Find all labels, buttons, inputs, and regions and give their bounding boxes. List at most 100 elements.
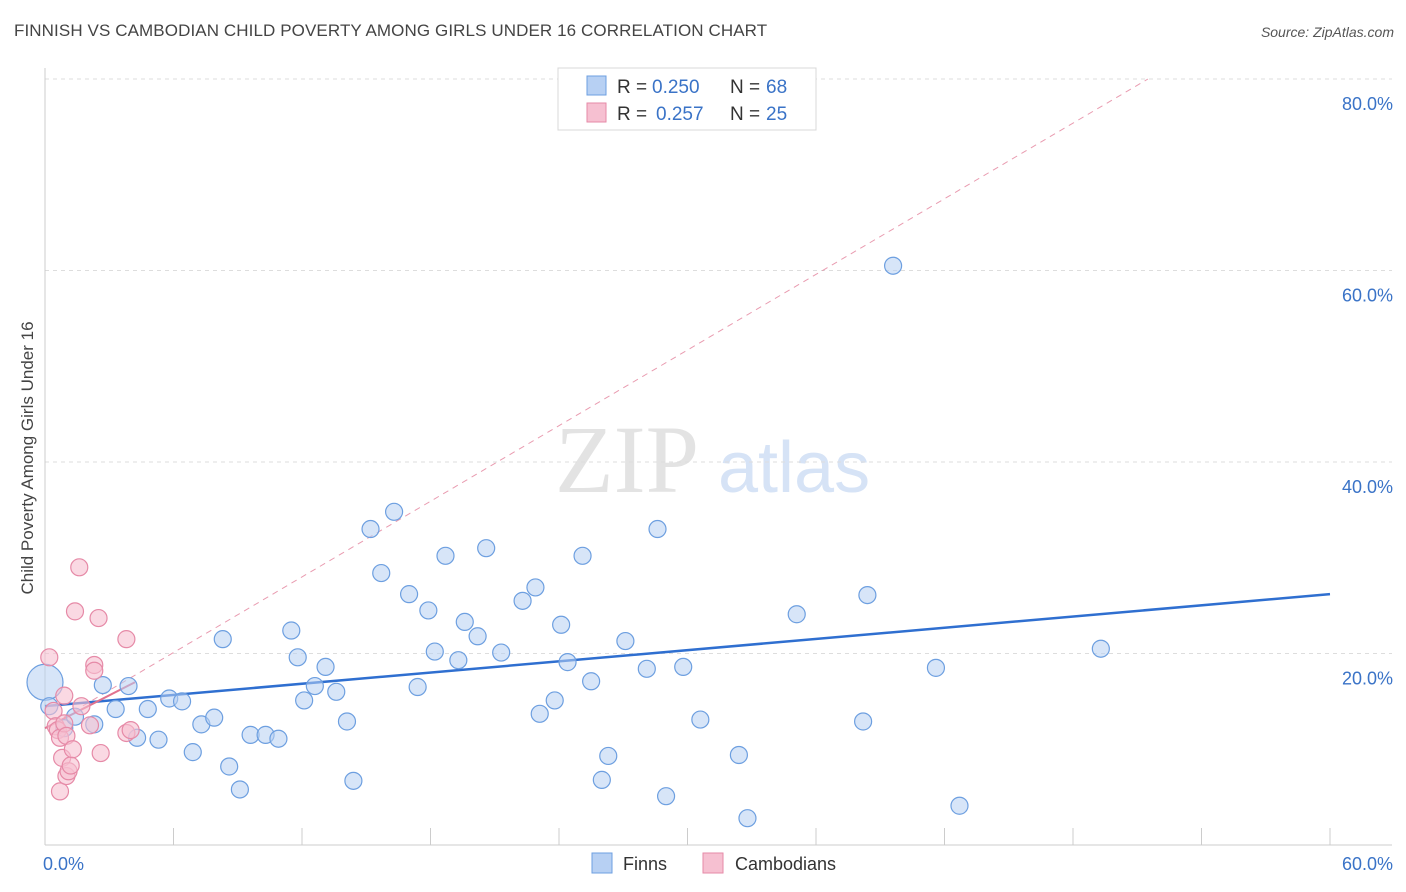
finns-point: [526, 578, 545, 597]
finns-point: [327, 682, 346, 701]
bottom-legend-swatch-finns: [591, 852, 613, 874]
y-tick-label: 60.0%: [1342, 286, 1393, 306]
finns-point: [1091, 639, 1110, 658]
finns-point: [492, 643, 511, 662]
finns-point: [138, 699, 157, 719]
finns-point: [545, 691, 564, 710]
finns-point: [530, 704, 549, 723]
finns-point: [513, 591, 532, 610]
legend-r-value: 0.250: [652, 77, 700, 98]
finns-point: [455, 612, 474, 632]
legend-n-value: 25: [766, 104, 787, 125]
cambodians-trend-extension: [44, 78, 1149, 729]
top-legend: R = 0.250 N = 68 R = 0.257 N = 25: [557, 67, 817, 131]
finns-point: [205, 708, 224, 727]
cambodians-point: [55, 686, 74, 705]
chart-title: FINNISH VS CAMBODIAN CHILD POVERTY AMONG…: [14, 21, 768, 40]
finns-point: [616, 631, 635, 651]
trend-lines: [44, 78, 1331, 730]
finns-point: [883, 256, 903, 275]
bottom-legend-swatch-cambodians: [702, 852, 724, 874]
finns-point: [372, 563, 391, 583]
cambodians-point: [61, 756, 80, 775]
finns-point: [738, 809, 757, 828]
finns-point: [599, 746, 618, 766]
cambodians-point: [85, 661, 104, 680]
legend-n-label: N =: [730, 77, 760, 98]
legend-r-value: 0.257: [656, 104, 704, 125]
chart-source: Source: ZipAtlas.com: [1260, 24, 1394, 40]
cambodians-point: [70, 558, 89, 577]
finns-point: [269, 729, 288, 748]
finns-point: [295, 691, 314, 710]
axes: [44, 68, 1392, 846]
finns-point: [119, 676, 138, 696]
finns-point: [729, 745, 749, 765]
finns-point: [449, 651, 468, 670]
legend-r-label: R =: [617, 77, 647, 98]
bottom-legend: Finns Cambodians: [591, 852, 836, 874]
finns-point: [288, 648, 307, 667]
finns-point: [637, 659, 656, 678]
finns-point: [656, 787, 676, 806]
finns-point: [558, 653, 577, 672]
finns-trend-line: [44, 592, 1331, 708]
finns-point: [691, 710, 710, 729]
finns-point: [183, 743, 202, 762]
grid-lines: [45, 78, 1392, 654]
finns-point: [361, 519, 380, 539]
y-tick-label: 40.0%: [1342, 477, 1393, 497]
tick-labels: 20.0% 40.0% 60.0% 80.0% 0.0% 60.0%: [43, 94, 1393, 874]
finns-point: [477, 539, 496, 558]
finns-point: [552, 615, 571, 634]
y-tick-label: 20.0%: [1342, 669, 1393, 689]
finns-point: [468, 627, 487, 646]
finns-point: [425, 642, 444, 661]
legend-n-label: N =: [730, 104, 760, 125]
finns-point: [106, 699, 125, 719]
finns-point: [787, 605, 806, 624]
finns-point: [399, 585, 419, 604]
y-tick-label: 80.0%: [1342, 94, 1393, 114]
cambodians-point: [91, 743, 110, 763]
legend-swatch-cambodians: [586, 102, 607, 123]
finns-point: [344, 771, 363, 790]
finns-point: [408, 677, 427, 697]
finns-point: [384, 502, 404, 521]
cambodians-point: [50, 782, 70, 801]
finns-point: [213, 630, 232, 649]
cambodians-point: [63, 740, 82, 759]
cambodians-point: [72, 697, 91, 716]
finns-point: [592, 770, 611, 789]
legend-swatch-finns: [586, 75, 607, 96]
finns-point: [305, 676, 324, 696]
finns-point: [93, 675, 112, 695]
finns-point: [337, 712, 357, 731]
finns-point: [858, 585, 877, 605]
bottom-legend-label-cambodians: Cambodians: [735, 854, 836, 874]
watermark-zip: ZIP: [555, 406, 699, 513]
finns-point: [582, 672, 601, 691]
finns-point: [926, 658, 946, 677]
finns-point: [436, 546, 455, 565]
finns-point: [172, 692, 192, 711]
cambodians-point: [89, 608, 108, 628]
watermark-atlas: atlas: [718, 428, 870, 508]
cambodians-point: [80, 716, 100, 735]
cambodians-point: [65, 602, 85, 621]
y-axis-title: Child Poverty Among Girls Under 16: [18, 321, 37, 594]
legend-n-value: 68: [766, 77, 787, 98]
finns-point: [648, 519, 667, 539]
finns-point: [854, 712, 873, 731]
cambodians-point: [117, 630, 136, 649]
finns-point: [149, 730, 168, 749]
x-tick-label: 0.0%: [43, 854, 84, 874]
finns-point: [316, 657, 335, 677]
legend-r-label: R =: [617, 104, 647, 125]
finns-point: [950, 796, 969, 815]
finns-point: [419, 601, 438, 620]
finns-point: [220, 757, 239, 776]
data-points: [26, 256, 1110, 828]
cambodians-point: [121, 720, 140, 740]
